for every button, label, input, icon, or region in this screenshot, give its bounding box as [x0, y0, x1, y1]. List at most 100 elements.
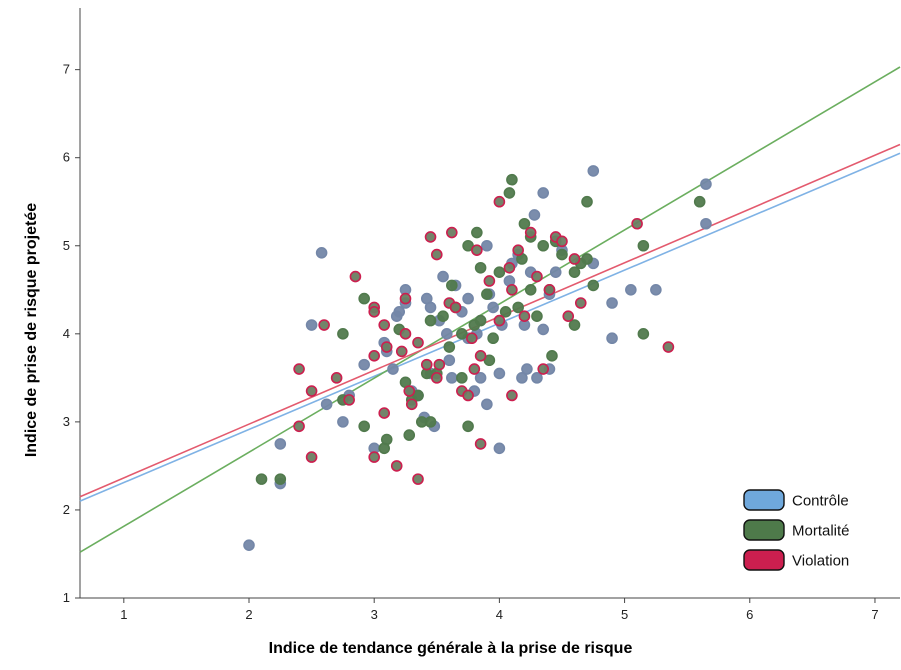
- point-violation: [424, 231, 437, 243]
- point-violation: [474, 438, 487, 450]
- point-violation: [462, 389, 474, 402]
- point-contrle: [587, 165, 600, 177]
- point-violation: [506, 283, 518, 296]
- x-axis-label: Indice de tendance générale à la prise d…: [268, 640, 633, 657]
- point-mortalit: [437, 310, 449, 323]
- point-mortalit: [637, 239, 650, 252]
- point-contrle: [481, 239, 493, 252]
- point-violation: [390, 460, 403, 472]
- point-violation: [368, 350, 380, 362]
- axes: 1 2 3 4 5 6 7 1 2 3 4 5 6 7: [63, 8, 900, 622]
- point-contrle: [462, 292, 474, 305]
- x-tick-label: 2: [245, 607, 252, 622]
- data-points: [243, 165, 712, 551]
- point-violation: [568, 253, 581, 265]
- y-tick-label: 7: [63, 62, 70, 77]
- point-violation: [493, 314, 506, 327]
- legend-swatch: [743, 489, 785, 511]
- point-contrle: [320, 398, 333, 411]
- legend-label: Violation: [792, 553, 849, 570]
- point-violation: [512, 244, 524, 256]
- point-mortalit: [493, 266, 506, 278]
- point-contrle: [537, 187, 550, 199]
- point-violation: [405, 398, 418, 411]
- point-violation: [662, 341, 675, 353]
- point-mortalit: [587, 279, 600, 292]
- point-contrle: [305, 319, 318, 331]
- point-mortalit: [556, 248, 568, 261]
- point-mortalit: [693, 195, 706, 208]
- point-mortalit: [487, 332, 499, 345]
- point-contrle: [481, 398, 493, 411]
- point-mortalit: [358, 420, 370, 433]
- point-violation: [483, 275, 496, 287]
- point-violation: [343, 394, 355, 406]
- point-violation: [330, 372, 343, 384]
- point-violation: [537, 363, 550, 375]
- point-contrle: [487, 301, 499, 314]
- legend-label: Contrôle: [792, 493, 849, 510]
- point-violation: [562, 310, 575, 323]
- y-axis-label: Indice de prise de risque projetée: [23, 202, 40, 458]
- point-violation: [518, 310, 531, 323]
- point-violation: [305, 385, 318, 397]
- point-contrle: [474, 372, 487, 384]
- point-mortalit: [462, 420, 474, 433]
- point-contrle: [700, 217, 712, 230]
- point-violation: [403, 385, 416, 397]
- point-mortalit: [474, 314, 487, 327]
- x-tick-label: 6: [746, 607, 753, 622]
- legend: Contrôle Mortalité Violation: [743, 489, 850, 571]
- point-mortalit: [568, 319, 581, 331]
- legend-label: Mortalité: [792, 523, 850, 540]
- point-violation: [368, 451, 380, 463]
- point-contrle: [493, 367, 506, 380]
- point-mortalit: [380, 433, 393, 446]
- point-violation: [293, 363, 305, 375]
- point-contrle: [650, 283, 662, 296]
- y-tick-label: 6: [63, 150, 70, 165]
- point-mortalit: [499, 306, 512, 318]
- point-mortalit: [403, 429, 416, 441]
- y-tick-label: 3: [63, 414, 70, 429]
- point-contrle: [625, 283, 637, 296]
- point-contrle: [315, 247, 328, 259]
- point-mortalit: [474, 261, 487, 274]
- point-mortalit: [546, 350, 558, 362]
- point-violation: [446, 226, 458, 239]
- point-contrle: [493, 442, 506, 455]
- point-mortalit: [637, 328, 650, 340]
- point-mortalit: [337, 328, 349, 340]
- point-contrle: [243, 539, 255, 551]
- point-mortalit: [518, 217, 531, 230]
- y-tick-label: 1: [63, 590, 70, 605]
- point-contrle: [337, 416, 349, 428]
- point-contrle: [537, 323, 550, 336]
- point-mortalit: [537, 239, 550, 252]
- point-violation: [468, 363, 481, 375]
- point-violation: [449, 301, 462, 314]
- point-mortalit: [358, 292, 370, 305]
- point-mortalit: [424, 314, 437, 327]
- point-contrle: [528, 209, 541, 221]
- point-mortalit: [568, 266, 581, 278]
- point-contrle: [274, 438, 287, 450]
- point-violation: [531, 270, 543, 283]
- point-violation: [493, 195, 506, 208]
- point-violation: [471, 244, 483, 256]
- x-tick-label: 3: [371, 607, 378, 622]
- point-mortalit: [503, 187, 516, 199]
- point-contrle: [358, 358, 370, 371]
- point-violation: [430, 372, 443, 384]
- point-mortalit: [481, 288, 493, 300]
- point-mortalit: [581, 253, 593, 265]
- legend-swatch: [743, 549, 785, 571]
- point-contrle: [446, 372, 458, 384]
- point-violation: [378, 407, 391, 419]
- fit-line-violation: [79, 143, 901, 498]
- point-violation: [399, 292, 412, 305]
- point-contrle: [606, 297, 618, 309]
- point-mortalit: [581, 195, 593, 208]
- point-violation: [380, 341, 393, 353]
